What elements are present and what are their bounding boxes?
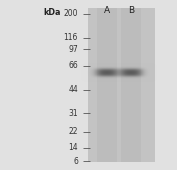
Text: kDa: kDa [43,8,61,17]
Text: 22: 22 [68,128,78,137]
Text: 66: 66 [68,62,78,71]
Text: 200: 200 [64,10,78,19]
Text: 14: 14 [68,143,78,152]
Text: B: B [128,6,134,15]
Text: 44: 44 [68,86,78,95]
Text: 31: 31 [68,108,78,117]
Text: 6: 6 [73,157,78,166]
Text: 116: 116 [64,33,78,42]
Text: 97: 97 [68,45,78,54]
Text: A: A [104,6,110,15]
